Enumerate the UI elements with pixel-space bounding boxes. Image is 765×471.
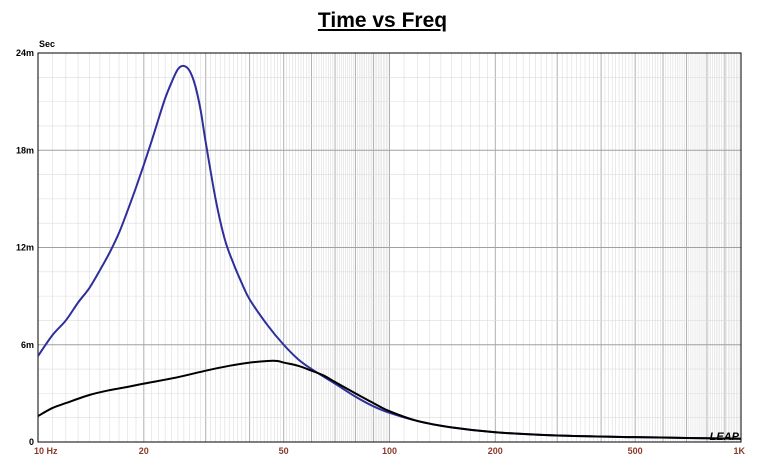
x-tick-label: 10 Hz: [34, 446, 58, 456]
y-axis-unit-label: Sec: [39, 39, 55, 49]
x-tick-label: 100: [382, 446, 397, 456]
grid: [37, 52, 742, 443]
series-line-2: [37, 359, 742, 440]
x-tick-label: 200: [488, 446, 503, 456]
x-tick-label: 20: [139, 446, 149, 456]
x-tick-label: 500: [628, 446, 643, 456]
y-tick-label: 12m: [16, 243, 34, 253]
plot-frame: [37, 52, 742, 443]
series-layer: [37, 64, 742, 440]
x-tick-label: 1K: [733, 446, 745, 456]
axis-ticks: 0 6m 12m 18m 24m 10 Hz 20 50 100 200 500 1K: [16, 48, 746, 456]
chart-title: Time vs Freq: [317, 9, 448, 32]
y-tick-label: 0: [29, 437, 34, 447]
y-tick-label: 18m: [16, 145, 34, 155]
leap-logo: LEAP: [710, 431, 740, 443]
y-tick-label: 24m: [16, 48, 34, 58]
y-tick-label: 6m: [21, 340, 34, 350]
x-tick-label: 50: [279, 446, 289, 456]
